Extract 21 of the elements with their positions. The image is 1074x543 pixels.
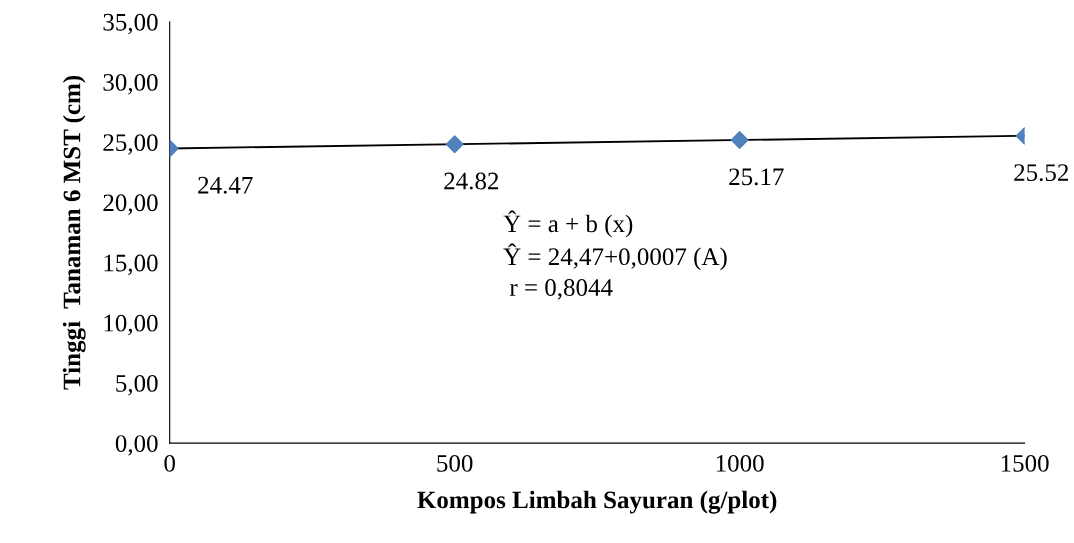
y-tick-label: 25,00 xyxy=(103,134,158,155)
data-label: 24.47 xyxy=(198,176,253,194)
data-label: 25.52 xyxy=(1014,164,1069,182)
x-tick-label: 0 xyxy=(164,454,175,472)
y-tick-label: 30,00 xyxy=(103,73,158,95)
x-tick-label: 1000 xyxy=(716,454,764,472)
y-tick-label: 20,00 xyxy=(103,194,158,215)
y-tick-label: 0,00 xyxy=(115,435,158,456)
y-tick-label: 35,00 xyxy=(103,13,158,35)
y-tick-label: 15,00 xyxy=(104,254,158,276)
annotation: Ŷ = a + b (x) xyxy=(503,210,633,238)
annotation: r = 0,8044 xyxy=(509,279,613,300)
y-tick-label: 10,00 xyxy=(104,314,158,336)
x-axis-title: Kompos Limbah Sayuran (g/plot) xyxy=(417,490,777,514)
y-axis-title: Tinggi Tanaman 6 MST (cm) xyxy=(62,75,86,390)
x-tick-label: 1500 xyxy=(1001,454,1049,472)
data-label: 24.82 xyxy=(444,172,499,190)
y-tick-label: 5,00 xyxy=(116,374,158,396)
x-tick-label: 500 xyxy=(437,454,473,472)
data-label: 25.17 xyxy=(729,168,784,186)
annotation: Ŷ = 24,47+0,0007 (A) xyxy=(503,243,727,271)
